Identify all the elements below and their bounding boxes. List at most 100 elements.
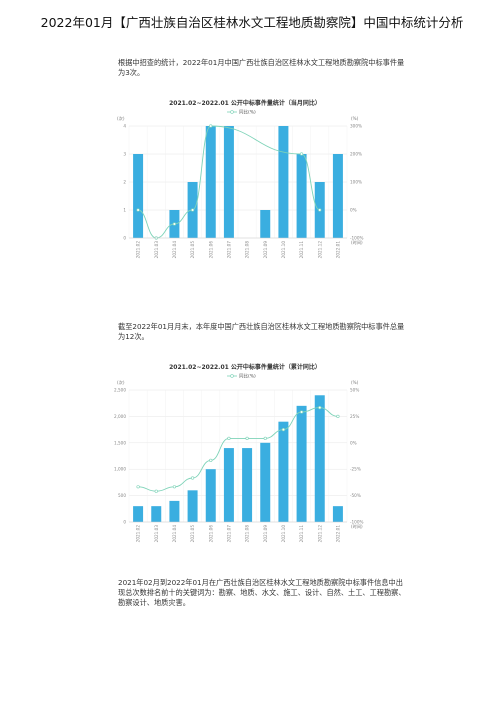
x-tick-label: 2021.08 [245,525,250,543]
bar [332,506,343,522]
bar [296,405,307,522]
x-tick-label: 2021.05 [190,525,195,543]
chart-title: 2021.02~2022.01 公开中标事件量统计（累计同比） [169,363,321,371]
bar [332,154,343,238]
paragraph-keywords: 2021年02月到2022年01月在广西壮族自治区桂林水文工程地质勘察院中标事件… [118,578,406,607]
legend-label: 同比(%) [239,373,256,380]
line-point [172,485,177,489]
bar [223,126,234,238]
y-right-tick: 50% [350,388,359,393]
chart-title: 2021.02~2022.01 公开中标事件量统计（当月同比） [169,99,321,107]
line-point [190,208,195,212]
x-tick-label: 2021.07 [226,241,231,259]
line-point [318,208,322,212]
x-unit: (时间) [351,239,363,246]
x-tick-label: 2021.11 [299,525,304,543]
line-point [136,485,140,489]
chart-monthly: 2021.02~2022.01 公开中标事件量统计（当月同比） 同比(%) (次) (… [113,96,377,272]
paragraph-cumulative: 截至2022年01月月末，本年度中国广西壮族自治区桂林水文工程地质勘察院中标事件… [118,322,405,341]
line-point [281,427,286,432]
y-right-tick: -100% [350,236,364,241]
line-point [209,458,213,462]
bar [223,448,234,522]
y-left-tick: 2,000 [114,414,126,419]
line-point [263,436,267,440]
y-left-tick: 2 [123,180,126,185]
bar [260,210,271,238]
bar [278,421,289,522]
bar [242,448,253,522]
y-right-tick: -25% [350,467,361,472]
line-point [172,222,177,226]
line-point [136,208,140,212]
x-tick-label: 2021.05 [190,241,195,259]
y-left-tick: 500 [118,493,126,498]
y-right-tick: -50% [350,493,361,498]
x-tick-label: 2022.01 [335,241,340,259]
x-tick-label: 2021.06 [208,241,213,259]
line-point [154,489,158,493]
y-left-tick: 1 [123,208,126,213]
x-tick-label: 2021.03 [154,525,159,543]
legend-label: 同比(%) [239,109,256,116]
y-left-tick: 1,000 [114,467,126,472]
y-right-tick: 25% [350,414,359,419]
paragraph-monthly: 根据中招查的统计，2022年01月中国广西壮族自治区桂林水文工程地质勘察院中标事… [118,58,405,77]
x-tick-label: 2021.12 [317,525,322,543]
bar [278,126,289,238]
line-point [336,414,340,419]
y-right-tick: 0% [350,440,357,445]
bar [169,500,180,522]
x-tick-label: 2021.12 [317,241,322,259]
y-right-unit: (%) [351,380,359,385]
x-tick-label: 2021.09 [263,525,268,543]
x-unit: (时间) [351,523,363,530]
y-left-tick: 0 [123,236,126,241]
y-right-tick: -100% [350,520,364,525]
x-tick-label: 2022.01 [335,525,340,543]
x-tick-label: 2021.04 [172,525,177,543]
line-point [299,410,304,414]
x-tick-label: 2021.10 [281,525,286,543]
legend-marker [230,374,234,378]
y-left-tick: 3 [123,152,126,157]
x-tick-label: 2021.03 [154,241,159,259]
series-line [138,407,338,492]
x-tick-label: 2021.11 [299,241,304,259]
y-left-tick: 4 [123,124,126,129]
y-left-tick: 0 [123,520,126,525]
bar [205,126,216,238]
bar [314,395,325,522]
x-tick-label: 2021.04 [172,241,177,259]
x-tick-label: 2021.10 [281,241,286,259]
x-tick-label: 2021.02 [136,525,141,543]
page-title: 2022年01月【广西壮族自治区桂林水文工程地质勘察院】中国中标统计分析 [40,15,464,30]
bar [187,490,198,522]
bar [151,506,162,522]
y-right-tick: 300% [350,124,362,129]
bar [133,506,144,522]
x-tick-label: 2021.02 [136,241,141,259]
x-tick-label: 2021.06 [208,525,213,543]
line-point [227,436,231,440]
y-right-tick: 100% [350,180,362,185]
x-tick-label: 2021.08 [245,241,250,259]
x-tick-label: 2021.09 [263,241,268,259]
x-tick-label: 2021.07 [226,525,231,543]
chart-cumulative: 2021.02~2022.01 公开中标事件量统计（累计同比） 同比(%) (次) (… [113,360,377,556]
line-point [318,405,322,410]
line-point [299,152,304,156]
y-right-tick: 200% [350,152,362,157]
bar [205,469,216,522]
legend-marker [230,110,234,114]
line-point [190,476,195,480]
bar [133,154,144,238]
y-left-unit: (次) [117,379,125,386]
bar [296,154,307,238]
y-right-tick: 0% [350,208,357,213]
bar [260,442,271,522]
y-left-tick: 1,500 [114,440,126,445]
y-right-unit: (%) [351,116,359,121]
line-point [245,436,249,440]
line-point [209,124,213,128]
